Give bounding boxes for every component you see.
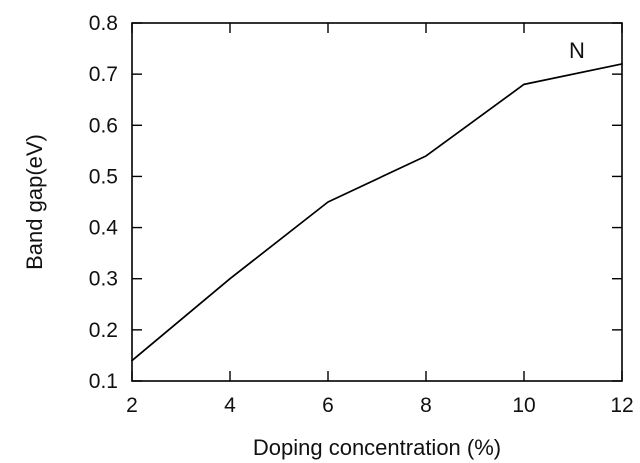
plot-frame [131,22,623,382]
x-tick-label: 12 [610,394,633,417]
y-tick-label: 0.2 [89,319,118,342]
x-tick-label: 8 [420,394,432,417]
y-axis-title: Band gap(eV) [22,134,47,270]
y-tick-label: 0.8 [89,12,118,35]
x-tick-label: 4 [224,394,236,417]
x-tick-label: 10 [512,394,535,417]
y-tick-label: 0.4 [89,217,119,240]
plot-layer: 2 4 6 8 10 12 0.1 0.2 0.3 0.4 0.5 0.6 0.7 0.8 [89,12,634,417]
x-tick-label: 2 [126,394,138,417]
x-tick-label: 6 [322,394,334,417]
y-tick-label: 0.3 [89,268,118,291]
series-annotation: N [569,38,585,63]
y-tick-label: 0.6 [89,114,118,137]
y-tick-label: 0.1 [89,370,118,393]
x-axis-title: Doping concentration (%) [253,435,501,460]
y-tick-label: 0.7 [89,63,118,86]
y-tick-label: 0.5 [89,165,118,188]
series-line [131,63,623,362]
